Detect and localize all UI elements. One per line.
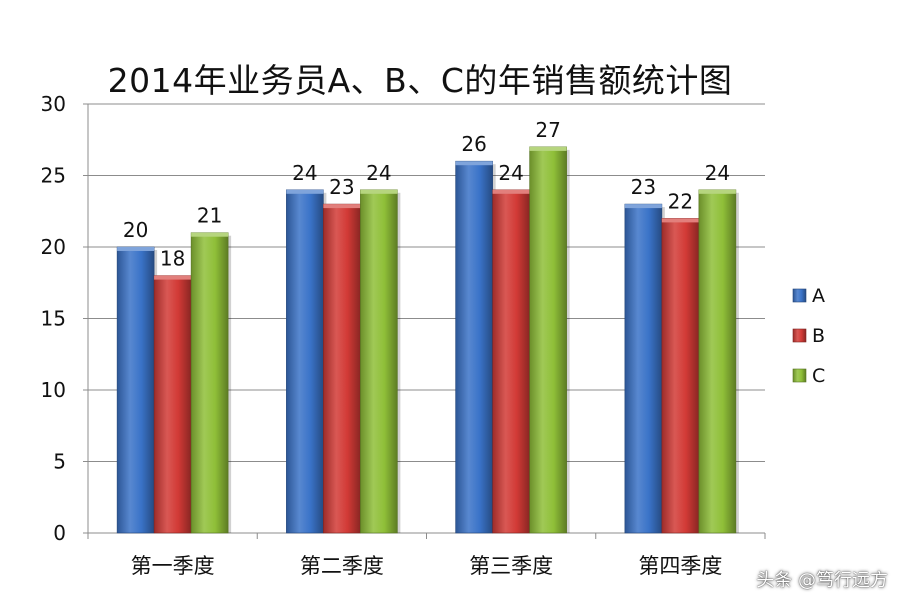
data-label: 20 — [123, 218, 148, 242]
data-label: 23 — [631, 175, 656, 199]
bar — [661, 218, 700, 534]
bars — [116, 146, 739, 534]
data-label: 26 — [461, 132, 486, 156]
bar-top-highlight — [661, 218, 699, 223]
data-label: 24 — [498, 161, 523, 185]
y-tick-label: 10 — [41, 378, 66, 402]
bar-top-highlight — [323, 204, 361, 209]
chart-title: 2014年业务员A、B、C的年销售额统计图 — [107, 61, 733, 100]
y-tick-label: 25 — [41, 164, 66, 188]
bar — [455, 160, 493, 534]
bar — [323, 203, 361, 534]
y-tick-label: 0 — [53, 521, 66, 545]
data-label: 24 — [292, 161, 317, 185]
bar — [116, 246, 155, 534]
x-tick-label: 第二季度 — [300, 554, 384, 578]
bar-top-highlight — [154, 275, 192, 280]
legend-label: B — [812, 325, 825, 347]
bar-top-highlight — [191, 232, 229, 237]
bar-top-highlight — [117, 247, 155, 251]
bar-top-highlight — [529, 146, 567, 151]
bar-top-highlight — [360, 189, 398, 194]
data-labels: 20 18 21 24 23 24 26 24 27 23 22 24 — [123, 118, 730, 271]
bar — [492, 189, 530, 534]
bar — [153, 275, 192, 534]
legend-label: C — [812, 365, 825, 387]
legend-label: A — [812, 285, 825, 307]
x-tick-label: 第一季度 — [131, 554, 215, 578]
bar-top-highlight — [455, 161, 493, 166]
y-tick-label: 5 — [53, 450, 66, 474]
bar-top-highlight — [492, 189, 530, 194]
bar — [360, 189, 398, 534]
bar-top-highlight — [624, 204, 662, 209]
bar — [286, 189, 324, 534]
bar — [698, 189, 737, 534]
bar-top-highlight — [286, 189, 324, 194]
legend: ABC — [792, 285, 825, 387]
data-label: 27 — [535, 118, 560, 142]
legend-swatch — [792, 288, 807, 303]
data-label: 24 — [705, 161, 730, 185]
legend-swatch — [792, 328, 807, 343]
watermark: 头条 @笃行远方 — [756, 570, 888, 591]
y-tick-label: 30 — [41, 92, 66, 116]
data-label: 18 — [160, 247, 185, 271]
y-tick-label: 15 — [41, 307, 66, 331]
bar — [190, 232, 229, 534]
bar — [529, 146, 567, 534]
bar — [624, 203, 663, 534]
y-tick-label: 20 — [41, 235, 66, 259]
axes: 0 5 10 15 20 25 30 第一季度 第二季度 第三季度 第四季度 — [41, 92, 766, 578]
data-label: 23 — [329, 175, 354, 199]
legend-swatch — [792, 368, 807, 383]
x-tick-label: 第四季度 — [638, 554, 722, 578]
data-label: 22 — [668, 189, 693, 213]
x-tick-label: 第三季度 — [469, 554, 553, 578]
bar-top-highlight — [698, 189, 736, 194]
data-label: 24 — [366, 161, 391, 185]
data-label: 21 — [197, 204, 222, 228]
